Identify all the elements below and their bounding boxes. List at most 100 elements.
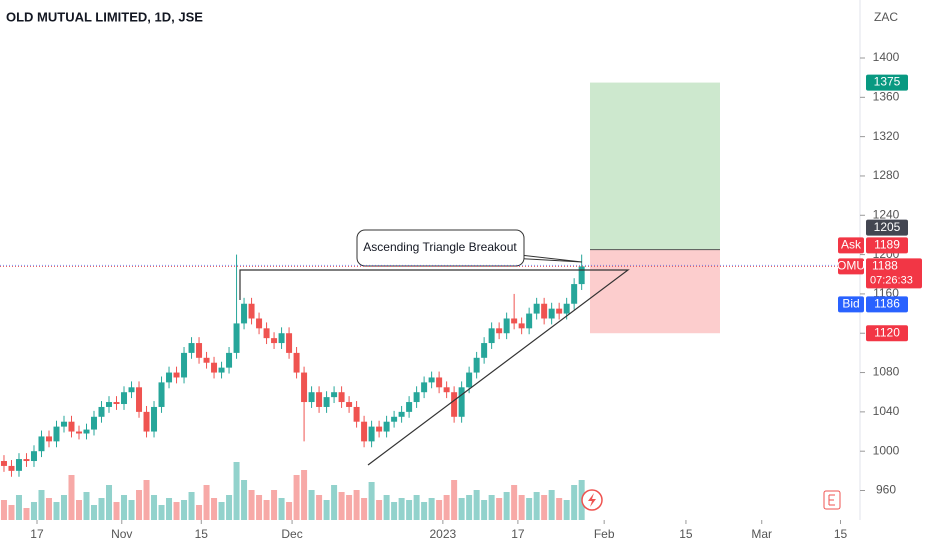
volume-bar [443, 495, 450, 520]
volume-bar [413, 495, 420, 520]
volume-bar [8, 505, 15, 520]
candle-body [8, 465, 15, 471]
volume-bar [106, 485, 113, 520]
candle-body [91, 416, 98, 430]
candle-body [323, 397, 330, 407]
volume-bar [203, 485, 210, 520]
volume-bar [241, 480, 248, 520]
volume-bar [211, 498, 218, 520]
candle-body [158, 382, 165, 407]
candle-body [293, 352, 300, 373]
candle-body [511, 318, 518, 324]
candle-body [421, 382, 428, 393]
candle-body [376, 426, 383, 432]
y-tick-label: 1080 [873, 365, 900, 379]
x-tick-label: 2023 [430, 527, 457, 541]
candle-body [391, 416, 398, 422]
volume-bar [60, 495, 67, 520]
y-tick-label: 1320 [873, 129, 900, 143]
x-tick-label: 15 [679, 527, 693, 541]
countdown: 07:26:33 [870, 274, 913, 286]
candle-body [338, 392, 345, 403]
x-tick-label: Mar [751, 527, 772, 541]
volume-bar [481, 500, 488, 520]
y-tick-label: 1280 [873, 168, 900, 182]
volume-bar [383, 495, 390, 520]
candle-body [30, 451, 37, 462]
candle-body [121, 392, 128, 405]
volume-bar [233, 462, 240, 520]
candle-body [466, 372, 473, 388]
price-tag-label: 1375 [874, 75, 901, 89]
candle-body [211, 362, 218, 373]
volume-bar [406, 500, 413, 520]
target-zone [590, 82, 720, 250]
candle-body [136, 387, 143, 412]
volume-bar [563, 500, 570, 520]
volume-bar [91, 505, 98, 520]
candle-body [256, 318, 263, 329]
candle-body [151, 406, 158, 432]
price-tag [866, 237, 908, 254]
volume-bar [428, 498, 435, 520]
last-price: 1188 [872, 259, 898, 273]
quote-label: OMU [837, 259, 865, 273]
candle-body [541, 303, 548, 319]
volume-bar [278, 498, 285, 520]
candle-body [406, 402, 413, 412]
candle-body [196, 343, 203, 358]
volume-bar [271, 490, 278, 520]
volume-bar [541, 495, 548, 520]
volume-bar [158, 505, 165, 520]
candle-body [316, 392, 323, 407]
candle-body [113, 402, 120, 405]
candle-body [353, 406, 360, 422]
volume-bar [496, 498, 503, 520]
volume-bar [421, 502, 428, 520]
candle-body [271, 338, 278, 344]
volume-bar [533, 492, 540, 520]
candle-body [233, 323, 240, 353]
volume-bar [15, 495, 22, 520]
y-tick-label: 1400 [873, 50, 900, 64]
volume-bar [226, 495, 233, 520]
volume-bar [458, 498, 465, 520]
y-tick-label: 960 [876, 483, 896, 497]
x-tick-label: 15 [834, 527, 848, 541]
candle-body [226, 352, 233, 368]
candle-body [368, 426, 375, 442]
price-tag-label: 1205 [874, 220, 901, 234]
x-tick-label: 15 [195, 527, 209, 541]
volume-bar [338, 492, 345, 520]
candle-body [518, 323, 525, 329]
volume-bar [76, 500, 83, 520]
volume-bar [376, 500, 383, 520]
volume-bar [196, 505, 203, 520]
callout-box [356, 229, 525, 267]
volume-bar [38, 490, 45, 520]
volume-bar [45, 498, 52, 520]
position-layer [590, 82, 720, 334]
callout-pointer [509, 254, 583, 263]
candle-body [143, 411, 150, 432]
price-tag-label: 1186 [874, 297, 900, 311]
candle-body [413, 392, 420, 403]
volume-bar [398, 498, 405, 520]
volume-bar [316, 495, 323, 520]
candle-body [548, 308, 555, 319]
candle-body [83, 429, 90, 434]
candle-body [488, 328, 495, 344]
volume-bar [548, 490, 555, 520]
volume-bar [323, 500, 330, 520]
price-tag [866, 219, 908, 236]
volume-bar [53, 502, 60, 520]
volume-bar [353, 490, 360, 520]
volume-bar [173, 502, 180, 520]
volume-bar [503, 492, 510, 520]
candle-body [361, 421, 368, 442]
stop-zone [590, 249, 720, 334]
volume-bar [518, 495, 525, 520]
candle-body [286, 333, 293, 353]
candle-body [173, 372, 180, 378]
candle-body [496, 328, 503, 334]
